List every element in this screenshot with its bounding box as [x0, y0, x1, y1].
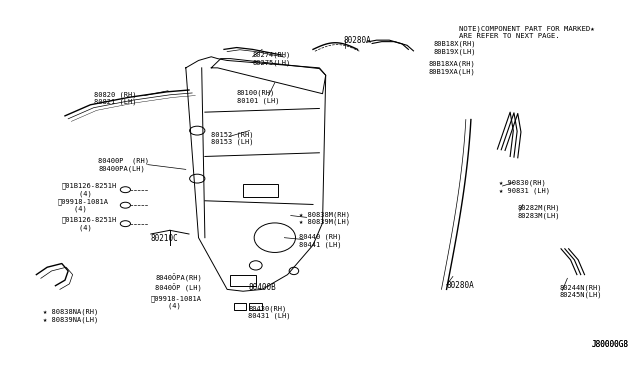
FancyBboxPatch shape — [230, 275, 256, 286]
Text: 80400B: 80400B — [248, 283, 276, 292]
FancyBboxPatch shape — [243, 184, 278, 197]
Text: 80280A: 80280A — [344, 36, 371, 45]
Text: NOTE)COMPONENT PART FOR MARKED★
ARE REFER TO NEXT PAGE.: NOTE)COMPONENT PART FOR MARKED★ ARE REFE… — [460, 25, 595, 39]
Ellipse shape — [250, 261, 262, 270]
Text: 80280A: 80280A — [447, 281, 474, 290]
Text: 80100(RH)
80101 (LH): 80100(RH) 80101 (LH) — [237, 90, 279, 104]
Text: Ⓞ09918-1081A
    (4): Ⓞ09918-1081A (4) — [58, 198, 108, 212]
Text: Ⓡ01B126-8251H
    (4): Ⓡ01B126-8251H (4) — [62, 183, 117, 197]
Text: 80B18X(RH)
80B19X(LH): 80B18X(RH) 80B19X(LH) — [434, 41, 476, 55]
Text: 80820 (RH)
80821 (LH): 80820 (RH) 80821 (LH) — [93, 91, 136, 105]
Text: 80210C: 80210C — [151, 234, 179, 243]
Text: 80282M(RH)
80283M(LH): 80282M(RH) 80283M(LH) — [518, 205, 560, 219]
Ellipse shape — [254, 223, 296, 253]
Text: 80430(RH)
80431 (LH): 80430(RH) 80431 (LH) — [248, 305, 291, 319]
Text: 80244N(RH)
80245N(LH): 80244N(RH) 80245N(LH) — [560, 284, 602, 298]
Text: 80B18XA(RH)
80B19XA(LH): 80B18XA(RH) 80B19XA(LH) — [429, 61, 476, 75]
Text: 80440 (RH)
80441 (LH): 80440 (RH) 80441 (LH) — [299, 234, 342, 248]
Text: J80000G8: J80000G8 — [591, 340, 628, 349]
Text: ★ 90830(RH)
★ 90831 (LH): ★ 90830(RH) ★ 90831 (LH) — [499, 180, 550, 194]
Text: Ⓞ09918-1081A
    (4): Ⓞ09918-1081A (4) — [151, 295, 202, 310]
Ellipse shape — [289, 267, 299, 275]
Text: 80274(RH)
80275(LH): 80274(RH) 80275(LH) — [253, 52, 291, 65]
Text: ★ 80838M(RH)
★ 80839M(LH): ★ 80838M(RH) ★ 80839M(LH) — [299, 212, 350, 225]
Text: J80000G8: J80000G8 — [591, 340, 628, 349]
Text: 80400P  (RH)
80400PA(LH): 80400P (RH) 80400PA(LH) — [98, 158, 149, 171]
Text: 80152 (RH)
80153 (LH): 80152 (RH) 80153 (LH) — [211, 131, 253, 145]
FancyBboxPatch shape — [234, 303, 246, 310]
Text: Ⓒ01B126-8251H
    (4): Ⓒ01B126-8251H (4) — [62, 217, 117, 231]
Text: 8040ÖPA(RH)
8040ÖP (LH): 8040ÖPA(RH) 8040ÖP (LH) — [156, 274, 202, 292]
FancyBboxPatch shape — [250, 303, 262, 310]
Text: ★ 80838NA(RH)
★ 80839NA(LH): ★ 80838NA(RH) ★ 80839NA(LH) — [43, 309, 98, 323]
